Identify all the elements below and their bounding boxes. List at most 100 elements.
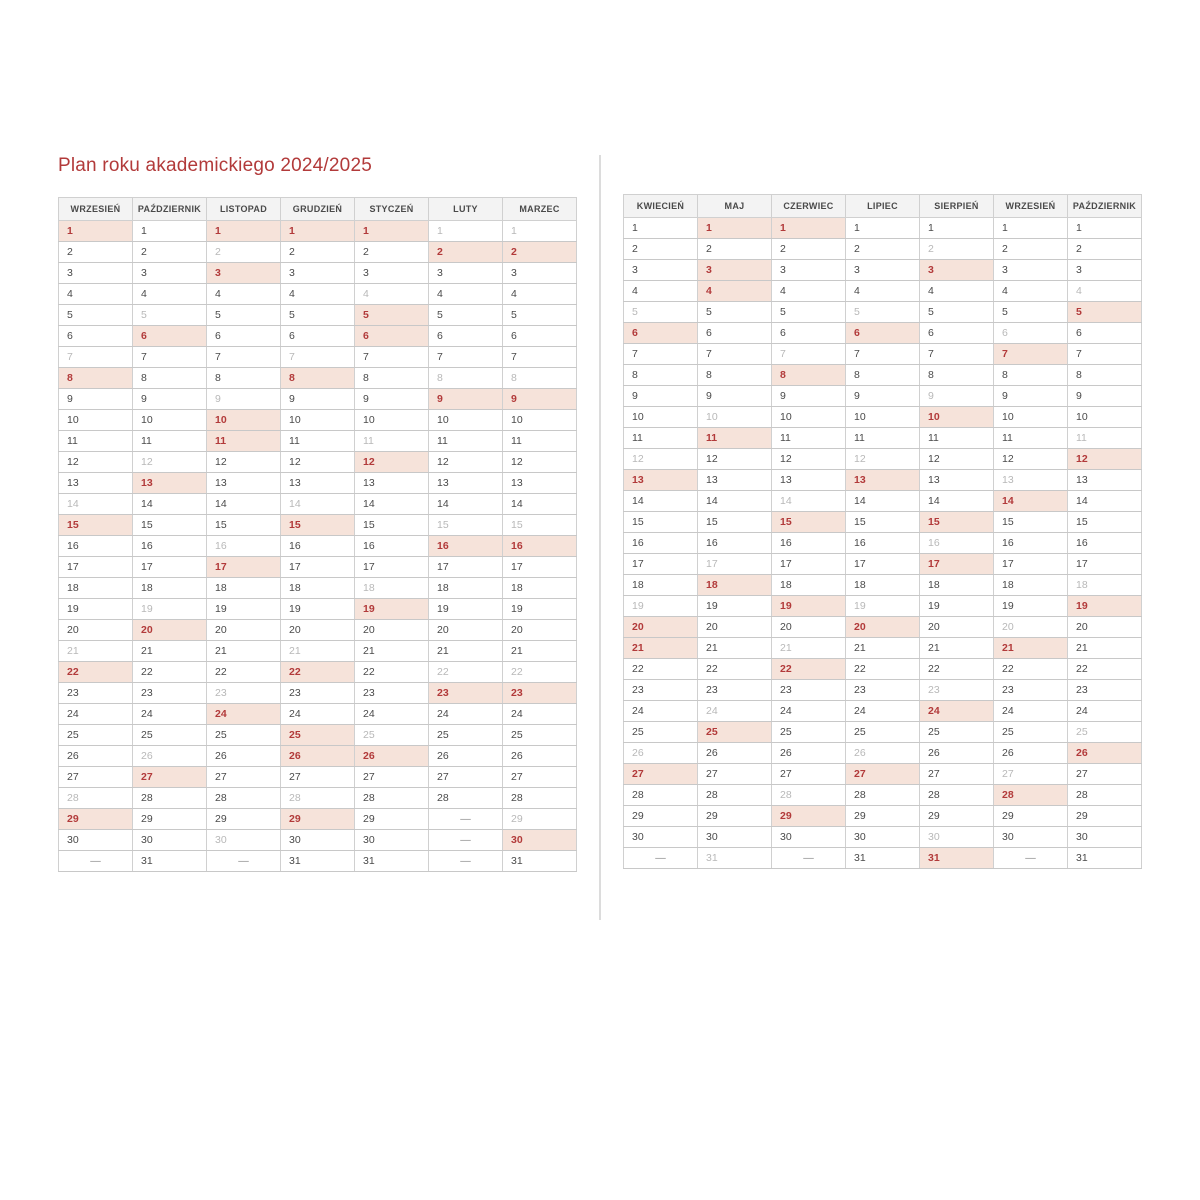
day-cell: 9: [133, 389, 207, 410]
day-row: 18181818181818: [624, 575, 1142, 596]
day-row: 3030303030—30: [59, 830, 577, 851]
day-row: 18181818181818: [59, 578, 577, 599]
day-cell: 14: [503, 494, 577, 515]
day-row: 16161616161616: [624, 533, 1142, 554]
day-cell: 6: [846, 323, 920, 344]
day-cell: 4: [429, 284, 503, 305]
day-cell: 4: [624, 281, 698, 302]
day-cell: 19: [281, 599, 355, 620]
day-cell: 19: [920, 596, 994, 617]
day-cell: 28: [698, 785, 772, 806]
day-cell: 13: [503, 473, 577, 494]
day-cell: 17: [624, 554, 698, 575]
day-cell: 2: [772, 239, 846, 260]
day-row: 26262626262626: [624, 743, 1142, 764]
day-cell: 3: [920, 260, 994, 281]
day-cell: 30: [59, 830, 133, 851]
day-cell: 3: [698, 260, 772, 281]
day-cell: 5: [1068, 302, 1142, 323]
day-cell: 1: [994, 218, 1068, 239]
day-cell: 27: [698, 764, 772, 785]
day-cell: 15: [355, 515, 429, 536]
day-cell: 23: [920, 680, 994, 701]
month-header: LUTY: [429, 198, 503, 221]
day-cell: 20: [698, 617, 772, 638]
day-cell: 24: [1068, 701, 1142, 722]
day-cell: 26: [133, 746, 207, 767]
day-cell: 18: [1068, 575, 1142, 596]
day-cell: 28: [355, 788, 429, 809]
day-cell: 25: [59, 725, 133, 746]
month-header: PAŹDZIERNIK: [1068, 195, 1142, 218]
day-cell: —: [429, 830, 503, 851]
day-row: 25252525252525: [624, 722, 1142, 743]
day-cell: 23: [846, 680, 920, 701]
day-row: 28282828282828: [59, 788, 577, 809]
day-cell: 6: [429, 326, 503, 347]
day-row: 21212121212121: [624, 638, 1142, 659]
day-cell: 13: [1068, 470, 1142, 491]
day-cell: 13: [624, 470, 698, 491]
day-cell: 7: [624, 344, 698, 365]
day-cell: 7: [59, 347, 133, 368]
day-cell: 1: [133, 221, 207, 242]
day-cell: 13: [994, 470, 1068, 491]
day-cell: 11: [429, 431, 503, 452]
day-cell: 26: [846, 743, 920, 764]
day-cell: 8: [698, 365, 772, 386]
day-cell: 8: [355, 368, 429, 389]
day-cell: 16: [920, 533, 994, 554]
day-cell: 5: [503, 305, 577, 326]
day-cell: 12: [355, 452, 429, 473]
day-cell: 26: [698, 743, 772, 764]
day-cell: 21: [698, 638, 772, 659]
day-row: 20202020202020: [59, 620, 577, 641]
day-cell: 4: [281, 284, 355, 305]
day-cell: 1: [207, 221, 281, 242]
day-cell: 19: [1068, 596, 1142, 617]
day-cell: 1: [772, 218, 846, 239]
day-cell: 20: [994, 617, 1068, 638]
day-cell: 20: [772, 617, 846, 638]
day-cell: 28: [429, 788, 503, 809]
day-cell: 29: [207, 809, 281, 830]
day-cell: 15: [59, 515, 133, 536]
day-cell: 14: [772, 491, 846, 512]
day-cell: 27: [920, 764, 994, 785]
day-cell: 15: [994, 512, 1068, 533]
day-cell: 10: [1068, 407, 1142, 428]
day-cell: 11: [624, 428, 698, 449]
month-header: LISTOPAD: [207, 198, 281, 221]
day-row: 22222222222222: [59, 662, 577, 683]
day-cell: 13: [429, 473, 503, 494]
day-cell: 29: [281, 809, 355, 830]
calendar-spread: Plan roku akademickiego 2024/2025 WRZESI…: [58, 155, 1142, 872]
day-cell: 28: [846, 785, 920, 806]
day-cell: 6: [133, 326, 207, 347]
day-cell: 7: [994, 344, 1068, 365]
day-cell: 1: [624, 218, 698, 239]
day-cell: 8: [994, 365, 1068, 386]
day-cell: 29: [59, 809, 133, 830]
day-row: 6666666: [624, 323, 1142, 344]
day-cell: 5: [281, 305, 355, 326]
day-cell: 24: [846, 701, 920, 722]
day-cell: 22: [133, 662, 207, 683]
day-cell: 15: [429, 515, 503, 536]
day-cell: 29: [994, 806, 1068, 827]
day-cell: 4: [994, 281, 1068, 302]
day-cell: 5: [59, 305, 133, 326]
day-cell: 13: [846, 470, 920, 491]
day-cell: 3: [1068, 260, 1142, 281]
day-cell: 9: [429, 389, 503, 410]
day-cell: 27: [59, 767, 133, 788]
day-cell: 6: [920, 323, 994, 344]
day-row: 19191919191919: [59, 599, 577, 620]
day-cell: 19: [429, 599, 503, 620]
day-cell: 16: [624, 533, 698, 554]
day-cell: 30: [1068, 827, 1142, 848]
day-row: 15151515151515: [624, 512, 1142, 533]
day-cell: 18: [624, 575, 698, 596]
day-cell: 16: [133, 536, 207, 557]
day-cell: 2: [503, 242, 577, 263]
